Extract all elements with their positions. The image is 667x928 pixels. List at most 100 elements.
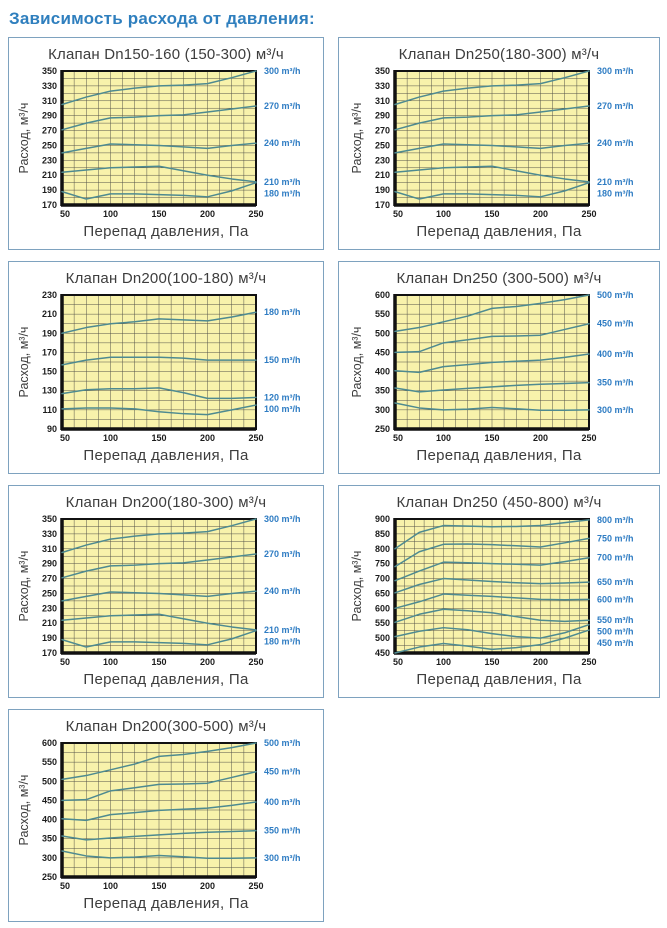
svg-text:450: 450 — [375, 347, 390, 357]
svg-text:300: 300 — [42, 853, 57, 863]
svg-text:Расход, м³/ч: Расход, м³/ч — [18, 327, 31, 398]
svg-text:300 m³/h: 300 m³/h — [597, 66, 634, 76]
svg-text:180 m³/h: 180 m³/h — [597, 188, 634, 198]
x-axis-label: Перепад давления, Па — [83, 447, 249, 464]
svg-text:210 m³/h: 210 m³/h — [264, 625, 301, 635]
svg-text:550 m³/h: 550 m³/h — [597, 615, 634, 625]
svg-text:130: 130 — [42, 386, 57, 396]
svg-text:250: 250 — [581, 433, 596, 443]
svg-text:800: 800 — [375, 544, 390, 554]
chart-panel-dn250-450-800: Клапан Dn250 (450-800) м³/ч 450 500 550 600… — [338, 485, 660, 698]
svg-text:800 m³/h: 800 m³/h — [597, 515, 634, 525]
svg-text:300: 300 — [375, 405, 390, 415]
svg-text:550: 550 — [42, 757, 57, 767]
svg-text:230: 230 — [42, 290, 57, 300]
chart-canvas: 250 300 350 400 450 500 550 600 50 100 150 200 250 50… — [18, 738, 301, 891]
svg-text:450 m³/h: 450 m³/h — [597, 638, 634, 648]
svg-text:350 m³/h: 350 m³/h — [597, 378, 634, 388]
svg-text:190: 190 — [375, 185, 390, 195]
svg-text:600 m³/h: 600 m³/h — [597, 594, 634, 604]
svg-text:270: 270 — [375, 126, 390, 136]
svg-text:190: 190 — [42, 185, 57, 195]
svg-text:290: 290 — [42, 559, 57, 569]
svg-text:400 m³/h: 400 m³/h — [264, 797, 301, 807]
svg-text:250: 250 — [581, 209, 596, 219]
svg-text:750 m³/h: 750 m³/h — [597, 533, 634, 543]
svg-text:350: 350 — [375, 386, 390, 396]
svg-text:310: 310 — [42, 96, 57, 106]
svg-text:270 m³/h: 270 m³/h — [264, 101, 301, 111]
x-axis-label: Перепад давления, Па — [416, 447, 582, 464]
svg-text:250: 250 — [248, 881, 263, 891]
svg-text:300 m³/h: 300 m³/h — [597, 405, 634, 415]
svg-text:150: 150 — [151, 209, 166, 219]
svg-text:200: 200 — [533, 657, 548, 667]
svg-text:Расход, м³/ч: Расход, м³/ч — [351, 551, 364, 622]
svg-text:250: 250 — [248, 209, 263, 219]
svg-text:200: 200 — [200, 881, 215, 891]
svg-text:700: 700 — [375, 574, 390, 584]
svg-text:700 m³/h: 700 m³/h — [597, 553, 634, 563]
page-title: Зависимость расхода от давления: — [9, 9, 315, 28]
svg-text:250: 250 — [375, 424, 390, 434]
svg-text:600: 600 — [42, 738, 57, 748]
svg-text:150: 150 — [151, 881, 166, 891]
svg-text:100: 100 — [436, 433, 451, 443]
svg-text:270: 270 — [42, 126, 57, 136]
svg-text:190: 190 — [42, 633, 57, 643]
svg-text:240 m³/h: 240 m³/h — [264, 138, 301, 148]
svg-text:150: 150 — [484, 657, 499, 667]
svg-text:500: 500 — [42, 776, 57, 786]
svg-text:240 m³/h: 240 m³/h — [597, 138, 634, 148]
svg-text:310: 310 — [375, 96, 390, 106]
svg-text:650 m³/h: 650 m³/h — [597, 577, 634, 587]
x-axis-label: Перепад давления, Па — [416, 671, 582, 688]
svg-text:500 m³/h: 500 m³/h — [597, 627, 634, 637]
svg-text:250: 250 — [42, 140, 57, 150]
svg-text:170: 170 — [42, 648, 57, 658]
svg-text:Расход, м³/ч: Расход, м³/ч — [18, 775, 31, 846]
svg-text:180 m³/h: 180 m³/h — [264, 636, 301, 646]
chart-canvas: 170 190 210 230 250 270 290 310 330 350 50 100 150 20… — [18, 514, 301, 667]
svg-text:250: 250 — [581, 657, 596, 667]
chart-title: Клапан Dn250 (450-800) м³/ч — [396, 494, 602, 511]
svg-text:250: 250 — [42, 588, 57, 598]
chart-panel-dn200-100-180: Клапан Dn200(100-180) м³/ч 90 110 130 150 17… — [8, 261, 324, 474]
svg-text:200: 200 — [200, 209, 215, 219]
svg-text:350: 350 — [42, 66, 57, 76]
svg-text:150: 150 — [484, 209, 499, 219]
svg-text:400: 400 — [42, 815, 57, 825]
svg-text:150: 150 — [151, 657, 166, 667]
svg-text:100: 100 — [103, 433, 118, 443]
svg-text:170: 170 — [42, 200, 57, 210]
svg-text:230: 230 — [42, 155, 57, 165]
svg-text:900: 900 — [375, 514, 390, 524]
svg-text:50: 50 — [393, 433, 403, 443]
svg-text:Расход, м³/ч: Расход, м³/ч — [351, 327, 364, 398]
svg-text:50: 50 — [393, 209, 403, 219]
svg-text:330: 330 — [42, 529, 57, 539]
svg-text:150: 150 — [484, 433, 499, 443]
svg-text:50: 50 — [60, 881, 70, 891]
svg-text:210: 210 — [42, 618, 57, 628]
svg-text:180 m³/h: 180 m³/h — [264, 307, 301, 317]
svg-text:190: 190 — [42, 328, 57, 338]
chart-canvas: 170 190 210 230 250 270 290 310 330 350 50 100 150 20… — [18, 66, 301, 219]
svg-text:850: 850 — [375, 529, 390, 539]
svg-text:450: 450 — [375, 648, 390, 658]
svg-text:200: 200 — [533, 433, 548, 443]
svg-text:650: 650 — [375, 588, 390, 598]
svg-text:500: 500 — [375, 328, 390, 338]
svg-text:310: 310 — [42, 544, 57, 554]
svg-text:600: 600 — [375, 290, 390, 300]
svg-text:100: 100 — [436, 209, 451, 219]
svg-text:210 m³/h: 210 m³/h — [597, 177, 634, 187]
chart-panel-dn150-160-150-300: Клапан Dn150-160 (150-300) м³/ч 170 190 21… — [8, 37, 324, 250]
svg-text:110: 110 — [42, 405, 57, 415]
charts-grid: Клапан Dn150-160 (150-300) м³/ч 170 190 21… — [8, 37, 660, 922]
svg-text:100: 100 — [436, 657, 451, 667]
svg-text:330: 330 — [375, 81, 390, 91]
svg-text:600: 600 — [375, 603, 390, 613]
svg-text:750: 750 — [375, 559, 390, 569]
svg-text:90: 90 — [47, 424, 57, 434]
